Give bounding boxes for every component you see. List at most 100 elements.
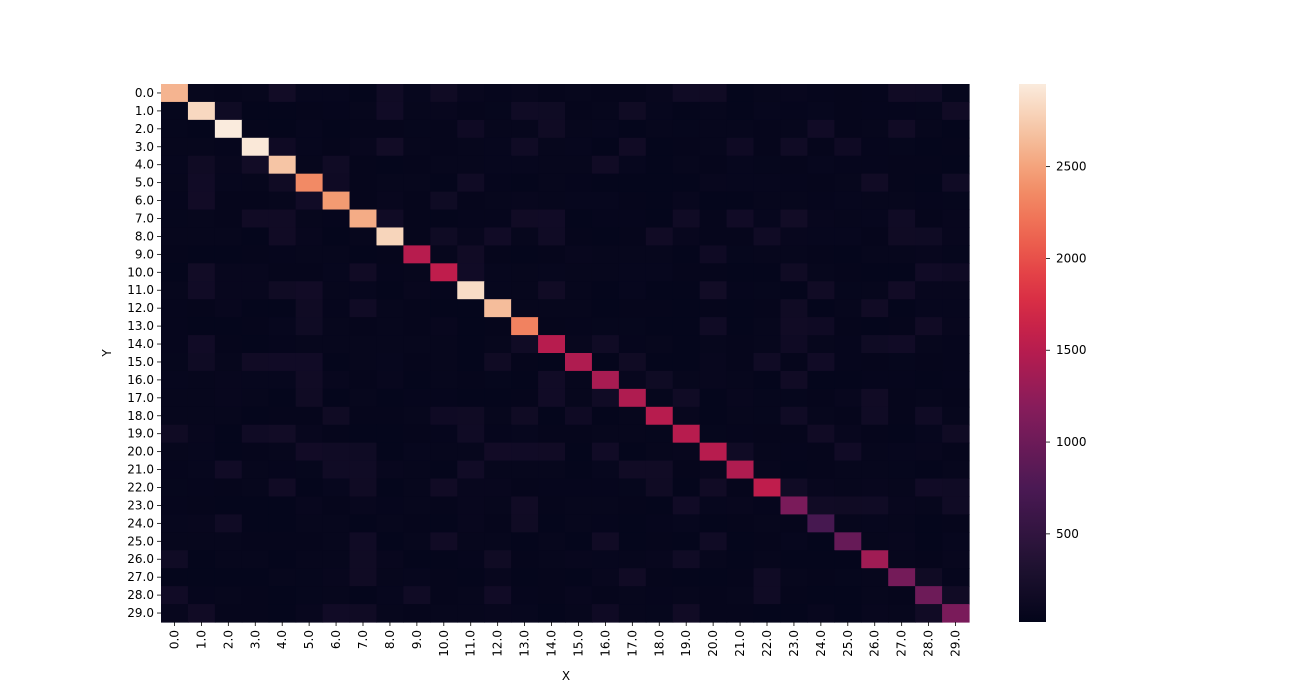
heatmap-cell (834, 424, 862, 444)
heatmap-cell (861, 406, 889, 426)
heatmap-cell (457, 137, 485, 157)
heatmap-cell (161, 245, 189, 264)
heatmap-cell (430, 353, 458, 372)
heatmap-cell (861, 281, 889, 300)
heatmap-cell (591, 317, 620, 336)
heatmap-cell (915, 496, 943, 515)
heatmap-cell (214, 586, 243, 605)
heatmap-cell (565, 263, 593, 282)
heatmap-cell (780, 101, 808, 121)
heatmap-cell (484, 209, 512, 229)
heatmap-cell (753, 84, 782, 103)
heatmap-cell (214, 568, 243, 587)
heatmap-cell (295, 586, 324, 605)
heatmap-cell (538, 173, 566, 193)
heatmap-cell (915, 281, 943, 300)
heatmap-cell (672, 424, 701, 444)
heatmap-cell (322, 84, 351, 103)
heatmap-cell (726, 299, 755, 318)
heatmap-cell (861, 388, 889, 408)
y-tick-label: 27.0 (127, 570, 154, 584)
heatmap-cell (807, 604, 835, 623)
heatmap-cell (672, 245, 701, 264)
heatmap-cell (618, 119, 647, 139)
heatmap-cell (457, 299, 485, 318)
heatmap-cell (295, 119, 324, 139)
heatmap-cell (807, 388, 835, 408)
heatmap-cell (591, 281, 620, 300)
heatmap-cell (699, 299, 728, 318)
heatmap-cell (322, 496, 351, 515)
heatmap-cell (484, 281, 512, 300)
heatmap-cell (915, 101, 943, 121)
y-tick-label: 18.0 (127, 409, 154, 423)
heatmap-cell (565, 586, 593, 605)
heatmap-cell (295, 137, 324, 157)
heatmap-cell (376, 514, 404, 533)
heatmap-cell (403, 460, 431, 480)
heatmap-cell (753, 119, 782, 139)
heatmap-cell (834, 281, 862, 300)
heatmap-cell (376, 84, 404, 103)
heatmap-cell (618, 424, 647, 444)
heatmap-cell (484, 514, 512, 533)
y-tick-label: 0.0 (135, 86, 154, 100)
heatmap-cell (726, 568, 755, 587)
heatmap-cell (942, 101, 970, 121)
heatmap-cell (699, 209, 728, 229)
heatmap-cell (915, 586, 943, 605)
heatmap-cell (618, 263, 647, 282)
heatmap-cell (753, 532, 782, 551)
heatmap-cell (187, 442, 216, 462)
heatmap-cell (376, 550, 404, 569)
heatmap-cell (187, 263, 216, 282)
heatmap-cell (268, 227, 297, 246)
heatmap-cell (214, 245, 243, 264)
heatmap-cell (807, 119, 835, 139)
heatmap-cell (349, 568, 378, 587)
heatmap-cell (861, 155, 889, 175)
heatmap-cell (187, 191, 216, 211)
heatmap-cell (322, 604, 351, 623)
heatmap-cell (753, 424, 782, 444)
heatmap-cell (214, 550, 243, 569)
heatmap-cell (753, 514, 782, 533)
heatmap-cell (618, 388, 647, 408)
colorbar-ticks: 500 1000 1500 2000 2500 (1046, 160, 1087, 541)
heatmap-cell (161, 568, 189, 587)
heatmap-cell (538, 317, 566, 336)
heatmap-cell (591, 335, 620, 354)
heatmap-cell (834, 245, 862, 264)
heatmap-cell (942, 84, 970, 103)
heatmap-cell (241, 514, 270, 533)
heatmap-cell (268, 353, 297, 372)
heatmap-cell (915, 335, 943, 354)
heatmap-cell (214, 442, 243, 462)
heatmap-cell (161, 514, 189, 533)
heatmap-cell (780, 209, 808, 229)
y-tick-label: 6.0 (135, 194, 154, 208)
heatmap-cell (565, 370, 593, 390)
heatmap-cell (538, 424, 566, 444)
heatmap-cell (376, 353, 404, 372)
heatmap-cell (726, 604, 755, 623)
heatmap-cell (618, 550, 647, 569)
heatmap-cell (645, 478, 674, 498)
heatmap-cell (214, 155, 243, 175)
heatmap-cell (591, 424, 620, 444)
heatmap-cell (591, 478, 620, 498)
heatmap-cell (699, 568, 728, 587)
heatmap-cell (807, 317, 835, 336)
heatmap-cell (726, 191, 755, 211)
heatmap-cell (861, 460, 889, 480)
heatmap-cell (430, 299, 458, 318)
heatmap-cell (511, 119, 539, 139)
heatmap-cell (565, 604, 593, 623)
heatmap-cell (187, 406, 216, 426)
heatmap-cell (618, 478, 647, 498)
heatmap-cell (861, 227, 889, 246)
heatmap-cell (645, 155, 674, 175)
heatmap-cell (645, 424, 674, 444)
heatmap-cell (349, 263, 378, 282)
heatmap-cell (672, 119, 701, 139)
